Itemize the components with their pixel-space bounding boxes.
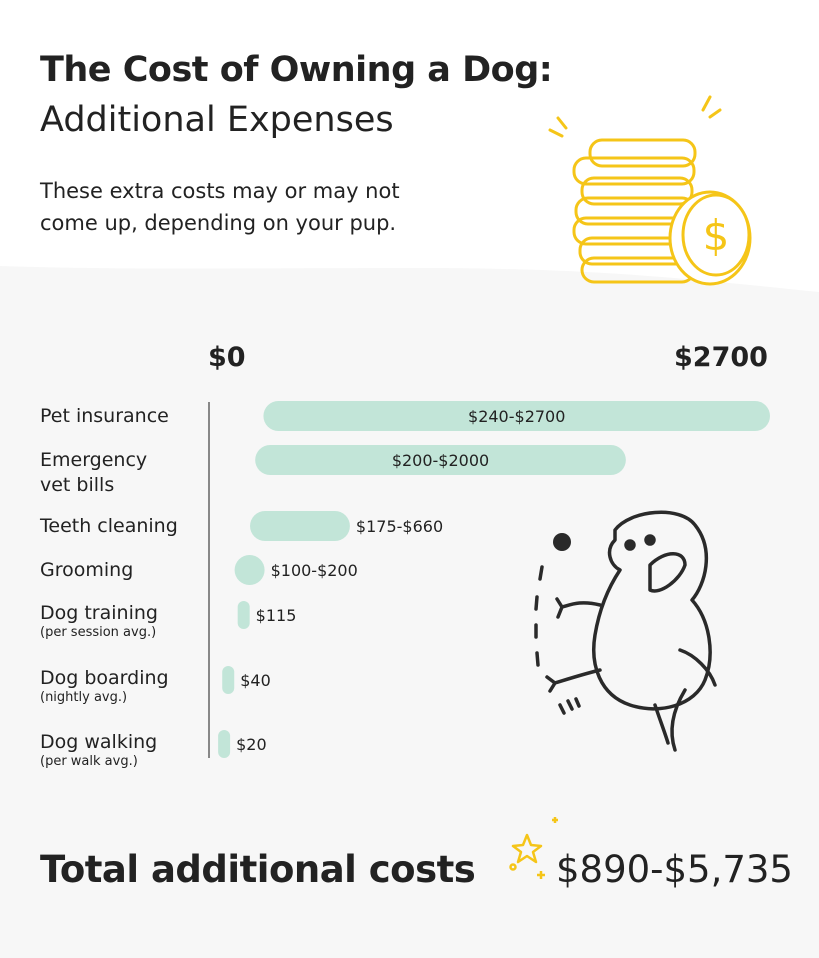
bar-5 xyxy=(222,666,235,694)
bar-2 xyxy=(250,511,350,541)
total-label: Total additional costs xyxy=(40,848,476,891)
category-label: Grooming xyxy=(40,558,133,582)
category-label: Dog boarding (nightly avg.) xyxy=(40,666,169,706)
bar-value-label: $115 xyxy=(256,606,297,625)
category-label: Dog training (per session avg.) xyxy=(40,601,158,641)
total-value: $890-$5,735 xyxy=(556,848,793,891)
page-subtitle: Additional Expenses xyxy=(40,100,394,140)
bar-4 xyxy=(237,601,250,629)
svg-text:$: $ xyxy=(703,211,730,260)
bar-value-label: $175-$660 xyxy=(356,517,443,536)
bar-value-label: $100-$200 xyxy=(271,561,358,580)
category-name: Dog boarding xyxy=(40,667,169,689)
bar-0 xyxy=(263,401,770,431)
bar-1 xyxy=(255,445,626,475)
category-note: (per session avg.) xyxy=(40,625,157,640)
category-label: Teeth cleaning xyxy=(40,514,178,538)
category-name: Teeth cleaning xyxy=(40,515,178,537)
category-name: Pet insurance xyxy=(40,405,169,427)
sparkle-star-icon xyxy=(509,817,558,879)
category-label: Emergency vet bills xyxy=(40,448,160,498)
category-name: Dog walking xyxy=(40,731,158,753)
coin-stack-illustration: $ xyxy=(548,95,752,286)
axis-min-label: $0 xyxy=(208,342,246,373)
category-name: Grooming xyxy=(40,559,134,581)
bar-6 xyxy=(218,730,231,758)
bar-value-label: $20 xyxy=(236,735,267,754)
category-name: Dog training xyxy=(40,602,158,624)
bar-3 xyxy=(234,555,265,585)
axis-max-label: $2700 xyxy=(674,342,768,373)
dog-playing-ball-illustration xyxy=(534,510,717,752)
category-label: Dog walking (per walk avg.) xyxy=(40,730,157,770)
bar-value-label: $240-$2700 xyxy=(468,407,565,426)
bar-value-label: $200-$2000 xyxy=(392,451,489,470)
category-note: (per walk avg.) xyxy=(40,754,138,769)
page-description: These extra costs may or may not come up… xyxy=(40,179,400,235)
page-title: The Cost of Owning a Dog: xyxy=(40,50,553,90)
category-label: Pet insurance xyxy=(40,404,169,428)
bar-value-label: $40 xyxy=(240,671,271,690)
category-name: Emergency vet bills xyxy=(40,449,148,496)
category-note: (nightly avg.) xyxy=(40,690,128,705)
